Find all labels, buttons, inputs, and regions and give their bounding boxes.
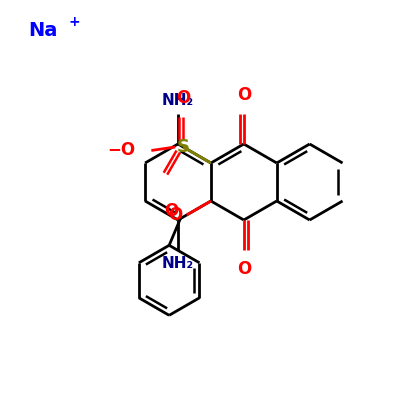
Text: O: O — [164, 202, 179, 220]
Text: O: O — [237, 260, 251, 278]
Text: −O: −O — [107, 142, 135, 160]
Text: O: O — [237, 86, 251, 104]
Text: O: O — [176, 89, 190, 107]
Text: NH₂: NH₂ — [162, 93, 194, 108]
Text: +: + — [68, 15, 80, 29]
Text: Na: Na — [28, 20, 57, 40]
Text: NH₂: NH₂ — [162, 256, 194, 271]
Text: S: S — [177, 138, 190, 156]
Text: O: O — [168, 206, 183, 224]
